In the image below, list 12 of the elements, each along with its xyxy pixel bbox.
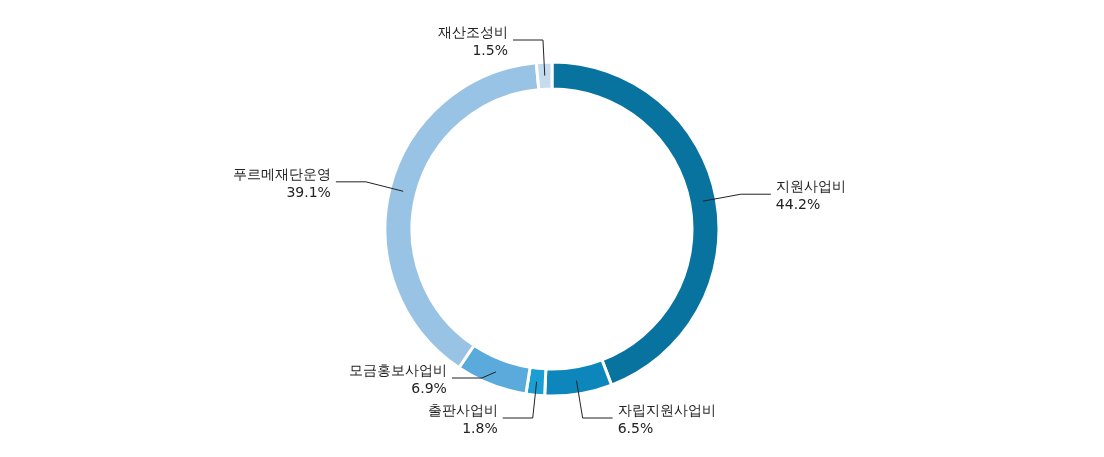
slice-label: 푸르메재단운영: [232, 165, 331, 182]
data-label: 1.8%: [462, 420, 498, 436]
slice-label: 모금홍보사업비: [348, 362, 447, 378]
data-label: 39.1%: [286, 183, 331, 200]
data-label: 44.2%: [775, 196, 821, 213]
data-label: 1.5%: [472, 42, 508, 58]
slice-label: 출판사업비: [427, 402, 498, 418]
slice-label: 지원사업비: [775, 178, 846, 195]
slice-label: 자립지원사업비: [617, 402, 716, 418]
data-label: 6.9%: [411, 380, 447, 396]
data-label: 6.5%: [617, 420, 654, 436]
slice-label: 재산조성비: [437, 24, 508, 40]
